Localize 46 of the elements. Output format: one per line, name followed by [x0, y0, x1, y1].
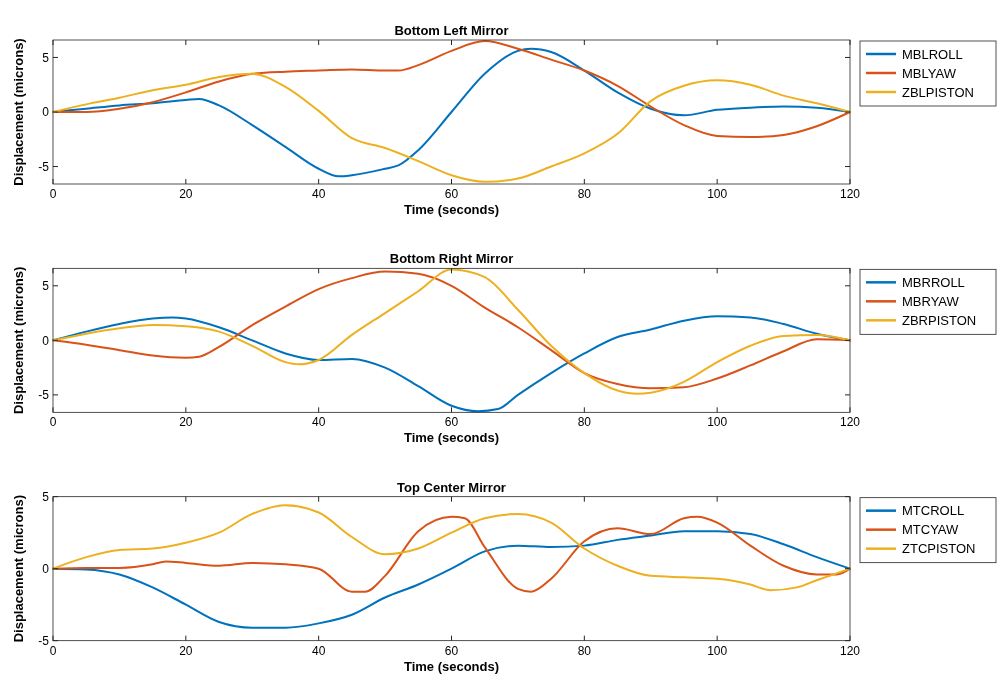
legend-label: MTCROLL	[902, 503, 965, 519]
x-tick-label: 100	[707, 187, 728, 201]
x-tick-label: 100	[707, 643, 728, 658]
y-tick-label: 5	[42, 50, 50, 65]
x-tick-label: 100	[707, 415, 728, 430]
legend-label: ZBRPISTON	[902, 312, 977, 328]
chart-title: Bottom Left Mirror	[394, 23, 509, 38]
y-tick-label: -5	[38, 633, 50, 648]
y-axis-title: Displacement (microns)	[11, 38, 26, 186]
x-tick-label: 60	[444, 187, 459, 201]
chart-title: Top Center Mirror	[397, 479, 506, 495]
legend-label: MBLYAW	[902, 65, 957, 81]
y-tick-label: -5	[38, 159, 50, 174]
x-tick-label: 20	[179, 187, 193, 201]
legend-label: MBRYAW	[902, 293, 960, 309]
x-tick-label: 120	[839, 643, 861, 658]
x-tick-label: 60	[444, 415, 459, 430]
chart-title: Bottom Right Mirror	[389, 251, 514, 267]
x-tick-label: 80	[577, 415, 592, 430]
legend-label: ZTCPISTON	[902, 541, 976, 557]
legend-label: MBLROLL	[902, 46, 963, 62]
x-tick-label: 80	[577, 643, 592, 658]
x-axis-title: Time (seconds)	[403, 202, 500, 217]
y-tick-label: 5	[42, 489, 50, 504]
y-axis-title: Displacement (microns)	[11, 266, 26, 415]
x-tick-label: 40	[311, 415, 326, 430]
x-tick-label: 80	[577, 187, 592, 201]
line-series	[52, 72, 851, 183]
legend-label: ZBLPISTON	[902, 84, 975, 100]
y-tick-label: 5	[42, 278, 50, 293]
x-axis-title: Time (seconds)	[403, 658, 500, 674]
y-tick-label: 0	[42, 105, 50, 120]
legend-label: MBRROLL	[902, 274, 965, 290]
x-tick-label: 40	[311, 643, 326, 658]
y-tick-label: -5	[38, 388, 50, 403]
x-tick-label: 60	[444, 643, 459, 658]
y-axis-title: Displacement (microns)	[11, 494, 26, 643]
legend-label: MTCYAW	[902, 522, 960, 538]
x-tick-label: 40	[311, 187, 326, 201]
y-tick-label: 0	[42, 561, 50, 576]
y-tick-label: 0	[42, 333, 50, 348]
x-tick-label: 20	[179, 415, 193, 430]
x-tick-label: 120	[839, 187, 861, 201]
x-axis-title: Time (seconds)	[403, 430, 500, 446]
x-tick-label: 120	[839, 415, 861, 430]
x-tick-label: 20	[179, 643, 193, 658]
